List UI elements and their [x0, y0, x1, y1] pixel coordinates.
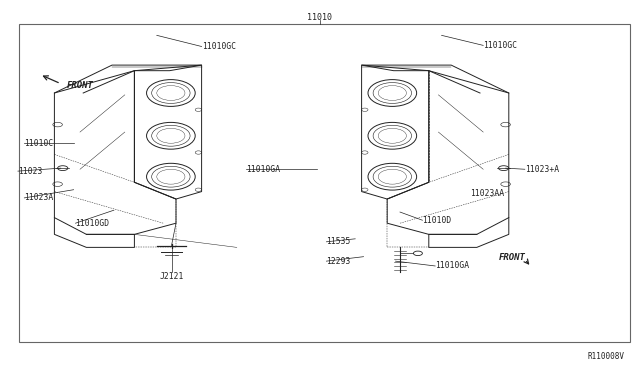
Text: 11023AA: 11023AA: [470, 189, 504, 198]
Text: 11010GA: 11010GA: [435, 262, 469, 270]
Bar: [19, 24, 630, 342]
Text: 11023: 11023: [18, 167, 42, 176]
Text: J2121: J2121: [159, 272, 184, 281]
Text: 12293: 12293: [326, 257, 351, 266]
Text: 11023A: 11023A: [24, 193, 54, 202]
Text: 11535: 11535: [326, 237, 351, 246]
Text: FRONT: FRONT: [67, 81, 94, 90]
Text: 11010D: 11010D: [422, 216, 452, 225]
Text: FRONT: FRONT: [499, 253, 526, 262]
Text: 11010GA: 11010GA: [246, 165, 280, 174]
Text: 11010C: 11010C: [24, 139, 54, 148]
Text: 11010GC: 11010GC: [483, 41, 517, 50]
Text: 11010GC: 11010GC: [202, 42, 236, 51]
Text: 11023+A: 11023+A: [525, 165, 559, 174]
Text: 11010: 11010: [307, 13, 333, 22]
Text: R110008V: R110008V: [587, 352, 624, 361]
Text: 11010GD: 11010GD: [76, 219, 109, 228]
